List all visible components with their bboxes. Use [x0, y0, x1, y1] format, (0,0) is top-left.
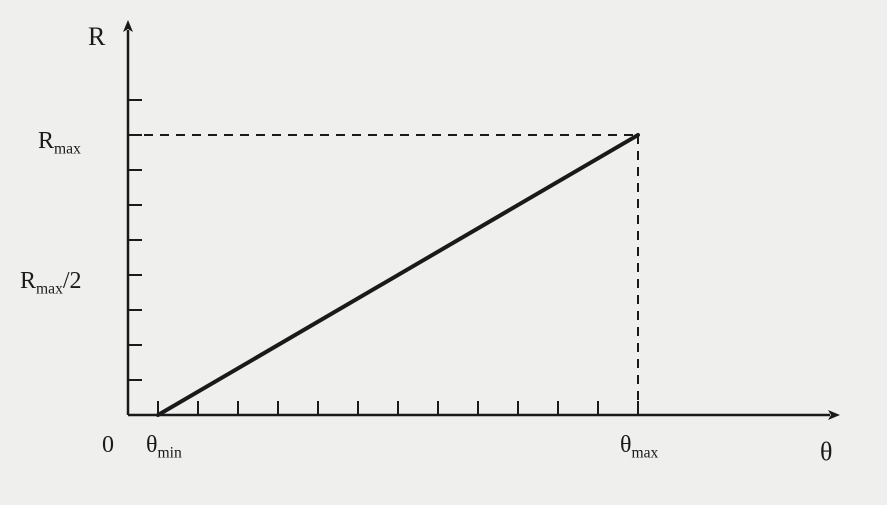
origin-label: 0	[102, 432, 114, 458]
x-axis-title: θ	[820, 437, 832, 466]
y-axis-title: R	[88, 22, 106, 51]
response-line	[158, 135, 638, 415]
linear-response-chart: Rθ 0 θmin θmax Rmax Rmax/2	[0, 0, 887, 505]
theta-min-label: θmin	[146, 432, 182, 461]
guide-lines	[128, 135, 638, 415]
data-line	[158, 135, 638, 415]
r-max-label: Rmax	[38, 128, 81, 157]
theta-max-label: θmax	[620, 432, 659, 461]
axis-labels: Rθ 0 θmin θmax Rmax Rmax/2	[20, 22, 832, 466]
r-max-half-label: Rmax/2	[20, 268, 82, 297]
axes	[128, 30, 830, 415]
